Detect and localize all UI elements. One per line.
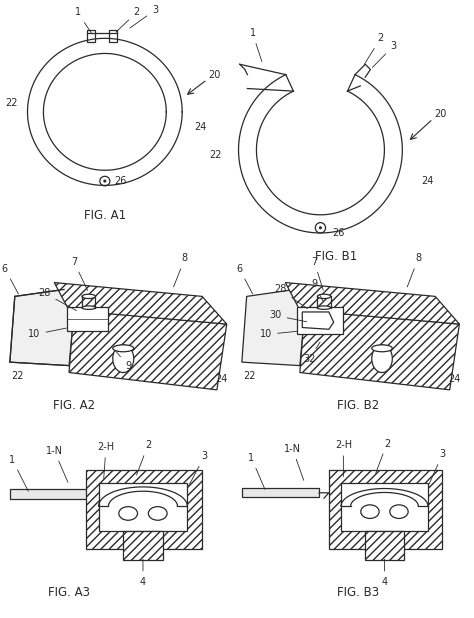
Text: 2: 2 — [376, 439, 390, 473]
Text: 2: 2 — [364, 33, 384, 64]
Text: 28: 28 — [38, 288, 76, 311]
Text: 7: 7 — [311, 257, 323, 290]
Text: 7: 7 — [71, 257, 88, 290]
Circle shape — [390, 505, 408, 519]
Text: 9: 9 — [115, 350, 131, 371]
Text: 26: 26 — [332, 228, 345, 238]
Text: 2: 2 — [137, 441, 151, 475]
Text: 2-H: 2-H — [98, 442, 115, 478]
Text: 20: 20 — [435, 109, 447, 119]
Circle shape — [315, 222, 326, 233]
Text: 24: 24 — [216, 375, 228, 384]
Text: FIG. A1: FIG. A1 — [84, 209, 126, 222]
Text: 22: 22 — [11, 371, 24, 381]
Polygon shape — [54, 282, 227, 324]
Polygon shape — [285, 282, 459, 324]
Polygon shape — [86, 470, 202, 549]
Bar — [242, 488, 319, 497]
Ellipse shape — [318, 294, 331, 298]
Polygon shape — [123, 531, 163, 560]
Text: 3: 3 — [189, 451, 208, 486]
Ellipse shape — [113, 345, 134, 373]
Polygon shape — [10, 289, 74, 366]
Text: 10: 10 — [28, 328, 66, 339]
Text: 8: 8 — [407, 253, 421, 287]
Text: 9: 9 — [311, 279, 323, 301]
Polygon shape — [298, 307, 343, 334]
Text: 1: 1 — [249, 28, 262, 62]
Text: 20: 20 — [208, 70, 220, 80]
Circle shape — [100, 176, 110, 186]
Text: FIG. B3: FIG. B3 — [337, 586, 379, 599]
Text: 1: 1 — [248, 453, 265, 489]
Ellipse shape — [318, 306, 331, 310]
Text: FIG. A2: FIG. A2 — [53, 399, 95, 412]
Ellipse shape — [82, 294, 95, 298]
Bar — [109, 30, 118, 41]
Circle shape — [319, 226, 322, 229]
Circle shape — [361, 505, 379, 519]
Polygon shape — [242, 289, 305, 366]
Text: 3: 3 — [429, 449, 446, 484]
Text: FIG. B1: FIG. B1 — [315, 250, 357, 263]
Circle shape — [119, 507, 137, 520]
Text: 2-H: 2-H — [335, 441, 352, 476]
Text: 3: 3 — [373, 41, 396, 67]
Polygon shape — [365, 531, 404, 560]
Text: 22: 22 — [5, 98, 18, 108]
Bar — [10, 489, 103, 499]
Circle shape — [148, 507, 167, 520]
Ellipse shape — [113, 345, 134, 352]
Text: 24: 24 — [422, 176, 434, 186]
Text: 10: 10 — [260, 329, 297, 339]
Text: 1-N: 1-N — [46, 446, 68, 482]
Text: 3: 3 — [130, 5, 158, 28]
Text: 4: 4 — [382, 559, 388, 586]
Polygon shape — [300, 310, 459, 390]
Polygon shape — [99, 483, 187, 531]
Text: FIG. B2: FIG. B2 — [337, 399, 379, 412]
Text: 24: 24 — [194, 122, 207, 132]
Bar — [87, 30, 95, 41]
Text: FIG. A3: FIG. A3 — [48, 586, 90, 599]
Text: 32: 32 — [303, 342, 320, 363]
Polygon shape — [329, 470, 443, 549]
Ellipse shape — [82, 306, 95, 310]
Ellipse shape — [372, 345, 392, 373]
Text: 4: 4 — [140, 559, 146, 586]
Text: 30: 30 — [270, 310, 307, 322]
Text: 22: 22 — [243, 371, 255, 381]
Text: 1: 1 — [74, 7, 92, 34]
Text: 1: 1 — [9, 455, 28, 491]
Circle shape — [103, 180, 107, 182]
Text: 6: 6 — [237, 264, 253, 294]
Polygon shape — [302, 312, 334, 329]
Polygon shape — [69, 310, 227, 390]
Text: 2: 2 — [116, 7, 140, 32]
Text: 1-N: 1-N — [284, 444, 304, 480]
Polygon shape — [66, 307, 109, 331]
Text: 26: 26 — [115, 176, 127, 186]
Text: 6: 6 — [2, 264, 18, 294]
Text: 24: 24 — [448, 375, 461, 384]
Polygon shape — [341, 483, 428, 531]
Text: 8: 8 — [173, 253, 188, 287]
Text: 22: 22 — [209, 150, 222, 160]
Ellipse shape — [372, 345, 392, 352]
Text: 28: 28 — [274, 284, 307, 308]
